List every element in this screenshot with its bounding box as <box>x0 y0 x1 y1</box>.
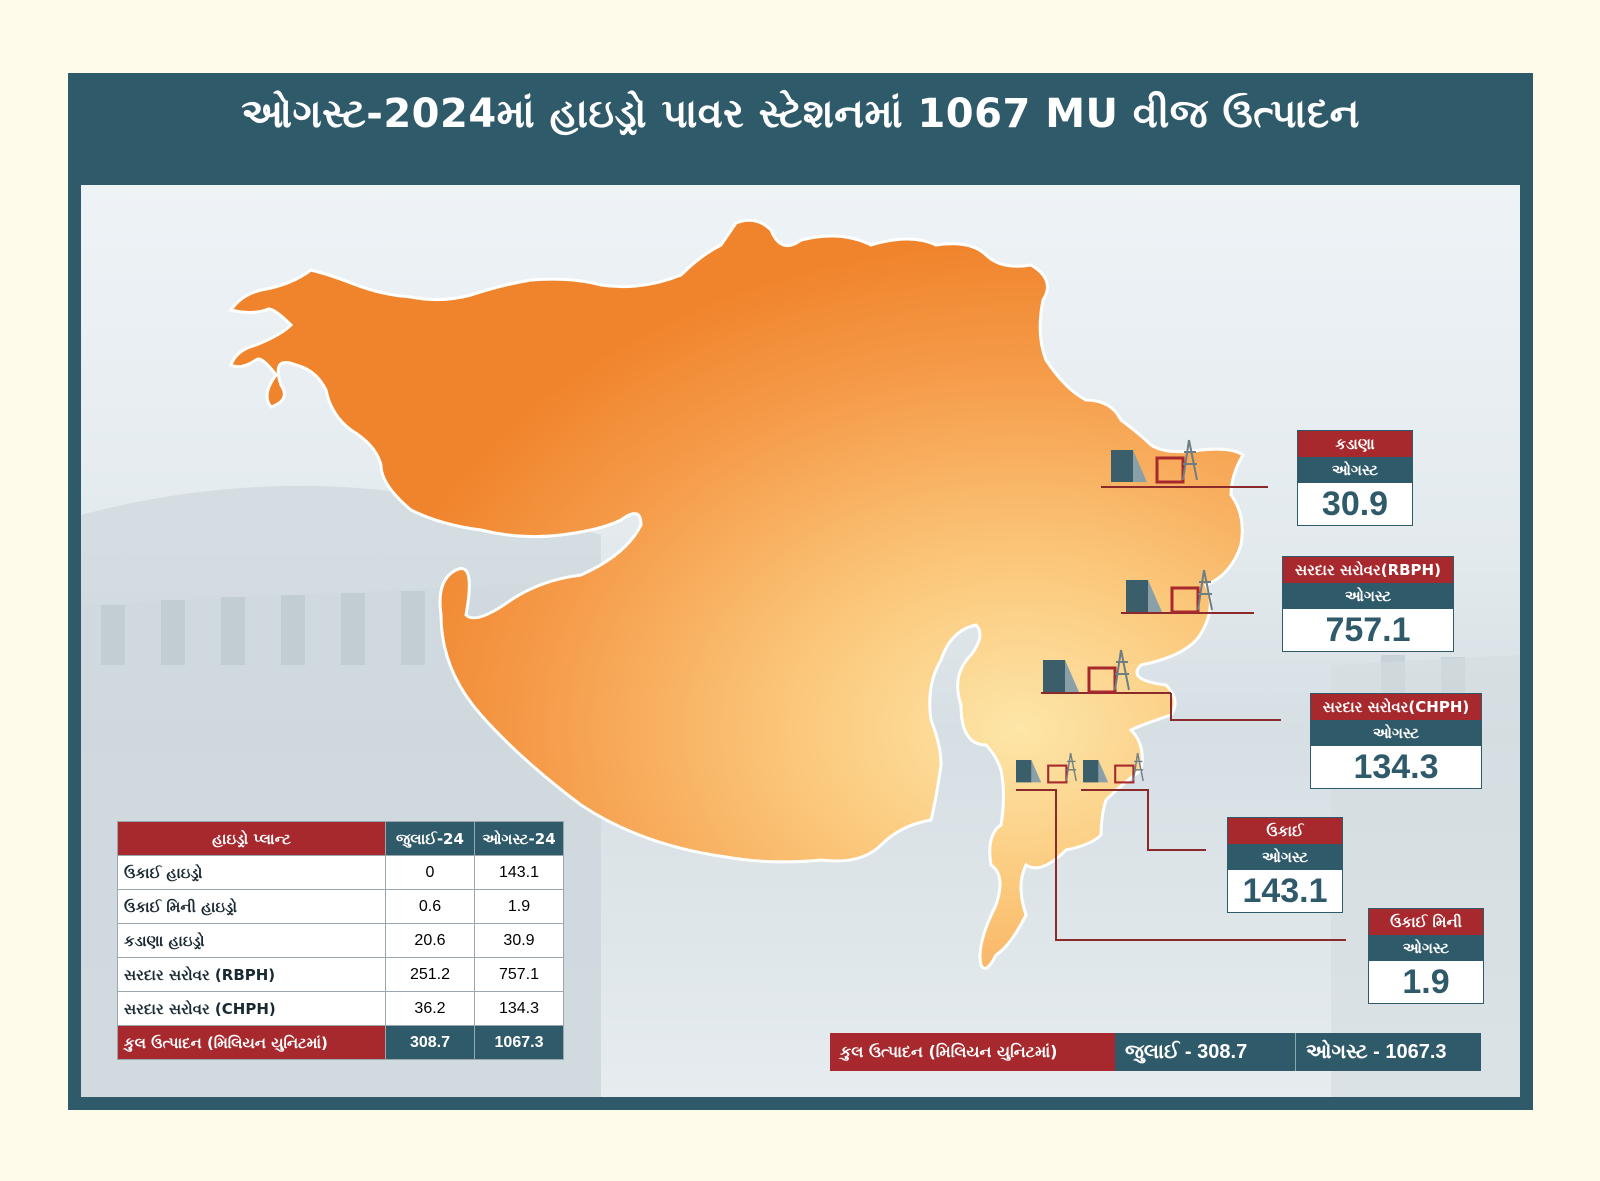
callout-sardar-rbph: સરદાર સરોવર(RBPH) ઓગસ્ટ 757.1 <box>1282 556 1454 652</box>
callout-connectors <box>1016 439 1346 941</box>
table-row: સરદાર સરોવર (CHPH) 36.2 134.3 <box>117 991 564 1026</box>
gujarat-map <box>228 218 1246 970</box>
table-header-row: હાઇડ્રો પ્લાન્ટ જુલાઈ-24 ઓગસ્ટ-24 <box>117 821 564 856</box>
total-august: ઓગસ્ટ - 1067.3 <box>1296 1033 1481 1071</box>
callout-ukai-mini: ઉકાઈ મિની ઓગસ્ટ 1.9 <box>1368 908 1484 1004</box>
total-july: જુલાઈ - 308.7 <box>1115 1033 1296 1071</box>
table-total-row: કુલ ઉત્પાદન (મિલિયન યુનિટમાં) 308.7 1067… <box>117 1025 564 1060</box>
poster-title: ઓગસ્ટ-2024માં હાઇડ્રો પાવર સ્ટેશનમાં 106… <box>241 91 1360 137</box>
header-july: જુલાઈ-24 <box>385 821 475 856</box>
callout-kadana: કડાણા ઓગસ્ટ 30.9 <box>1297 430 1413 526</box>
gujarat-state-shape <box>228 218 1246 970</box>
header-august: ઓગસ્ટ-24 <box>474 821 564 856</box>
table-row: કડાણા હાઇડ્રો 20.6 30.9 <box>117 923 564 958</box>
total-production-bar: કુલ ઉત્પાદન (મિલિયન યુનિટમાં) જુલાઈ - 30… <box>830 1033 1481 1071</box>
header-plant: હાઇડ્રો પ્લાન્ટ <box>117 821 386 856</box>
callout-ukai: ઉકાઈ ઓગસ્ટ 143.1 <box>1227 817 1343 913</box>
hydro-plant-table: હાઇડ્રો પ્લાન્ટ જુલાઈ-24 ઓગસ્ટ-24 ઉકાઈ હ… <box>117 821 564 1060</box>
callout-sardar-chph: સરદાર સરોવર(CHPH) ઓગસ્ટ 134.3 <box>1310 693 1482 789</box>
dam-station-icons <box>1016 439 1213 784</box>
table-row: સરદાર સરોવર (RBPH) 251.2 757.1 <box>117 957 564 992</box>
table-row: ઉકાઈ મિની હાઇડ્રો 0.6 1.9 <box>117 889 564 924</box>
total-label: કુલ ઉત્પાદન (મિલિયન યુનિટમાં) <box>830 1033 1115 1071</box>
table-row: ઉકાઈ હાઇડ્રો 0 143.1 <box>117 855 564 890</box>
